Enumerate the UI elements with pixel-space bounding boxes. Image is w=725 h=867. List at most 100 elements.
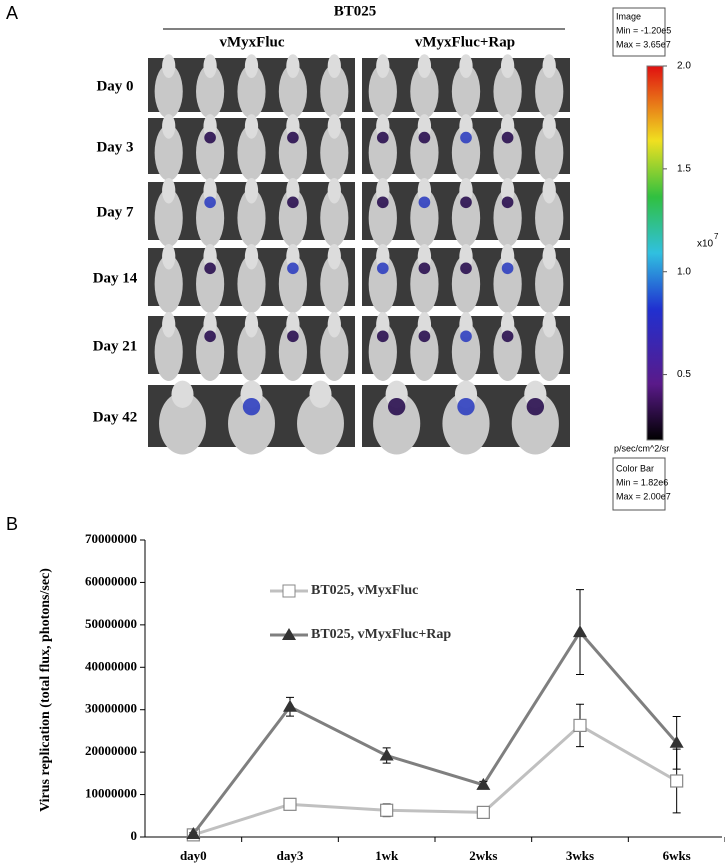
signal — [418, 262, 431, 275]
mouse-head — [459, 177, 473, 204]
mouse-head — [162, 54, 176, 78]
mouse-head — [417, 177, 432, 204]
mouse-head — [203, 311, 217, 338]
signal — [204, 330, 216, 343]
colorbar-multiplier: x10 — [697, 239, 714, 250]
mouse-head — [162, 311, 176, 338]
mouse — [410, 124, 439, 181]
mouse-head — [376, 177, 390, 204]
mouse-head — [327, 311, 341, 338]
mouse-head — [459, 243, 473, 270]
signal — [287, 196, 299, 209]
mouse — [451, 64, 481, 119]
mouse-head — [327, 54, 341, 78]
mouse-head — [500, 243, 515, 270]
info-text: Min = -1.20e5 — [616, 25, 671, 35]
mouse — [451, 254, 481, 313]
marker — [573, 718, 587, 733]
x-tick-label: 3wks — [566, 848, 594, 863]
colorbar-exponent: 7 — [714, 232, 719, 241]
mouse-head — [171, 380, 194, 408]
mouse — [196, 322, 225, 381]
mouse — [196, 254, 225, 313]
signal — [376, 131, 389, 144]
mouse — [535, 188, 564, 247]
mouse-head — [244, 311, 259, 338]
mouse-head — [309, 380, 332, 408]
mouse — [196, 188, 225, 247]
signal — [460, 131, 472, 144]
mouse-head — [327, 114, 341, 139]
mouse — [320, 322, 349, 381]
mouse-head — [417, 114, 432, 139]
mouse — [278, 254, 307, 313]
marker — [283, 797, 297, 811]
mouse-head — [244, 114, 259, 139]
mouse — [297, 392, 344, 455]
signal — [526, 398, 545, 416]
signal — [460, 330, 472, 343]
y-tick-label: 60000000 — [85, 573, 137, 588]
info-text: Image — [616, 11, 641, 21]
mouse-head — [286, 243, 300, 270]
info-text: Min = 1.82e6 — [616, 477, 668, 487]
signal — [287, 131, 299, 144]
mouse — [196, 124, 225, 181]
mouse-head — [203, 177, 217, 204]
marker — [380, 803, 394, 817]
mouse-head — [162, 177, 176, 204]
mouse-head — [203, 243, 217, 270]
info-text: Max = 2.00e7 — [616, 491, 671, 501]
mouse-head — [244, 54, 259, 78]
mouse — [237, 64, 266, 119]
mouse-head — [500, 311, 515, 338]
mouse — [410, 188, 439, 247]
mouse-head — [459, 114, 473, 139]
y-tick-label: 20000000 — [85, 743, 137, 758]
mouse-head — [286, 311, 300, 338]
signal — [501, 196, 514, 209]
mouse — [320, 188, 349, 247]
signal — [418, 131, 431, 144]
mouse — [278, 64, 307, 119]
mouse — [228, 392, 275, 455]
colorbar-tick-label: 1.5 — [677, 164, 691, 175]
series-line — [192, 629, 678, 835]
x-tick-label: day3 — [277, 848, 304, 863]
mouse — [493, 124, 522, 181]
marker — [669, 735, 684, 748]
mouse — [535, 64, 564, 119]
mouse — [493, 254, 522, 313]
signal — [204, 131, 216, 144]
mouse — [535, 322, 564, 381]
mouse — [368, 322, 397, 381]
y-tick-label: 70000000 — [85, 531, 137, 546]
y-tick-label: 40000000 — [85, 658, 137, 673]
mouse — [410, 64, 439, 119]
mouse-head — [286, 114, 300, 139]
marker — [186, 827, 201, 840]
mouse — [278, 188, 307, 247]
mouse-head — [542, 177, 556, 204]
marker — [476, 777, 491, 790]
row-label: Day 42 — [93, 409, 138, 425]
mouse-head — [542, 311, 556, 338]
y-tick-label: 10000000 — [85, 786, 137, 801]
y-tick-label: 30000000 — [85, 701, 137, 716]
mouse — [154, 124, 183, 181]
signal — [460, 262, 472, 275]
mouse-head — [376, 311, 390, 338]
mouse — [451, 188, 481, 247]
mouse — [410, 254, 439, 313]
mouse — [368, 64, 397, 119]
legend-label: BT025, vMyxFluc+Rap — [311, 627, 451, 642]
mouse — [493, 188, 522, 247]
y-axis-label: Virus replication (total flux, photons/s… — [38, 568, 53, 812]
mouse — [237, 322, 266, 381]
mouse-head — [376, 243, 390, 270]
mouse — [511, 392, 559, 455]
mouse-head — [203, 54, 217, 78]
mouse-head — [542, 54, 556, 78]
group-label: BT025 — [334, 3, 377, 19]
signal — [376, 196, 389, 209]
